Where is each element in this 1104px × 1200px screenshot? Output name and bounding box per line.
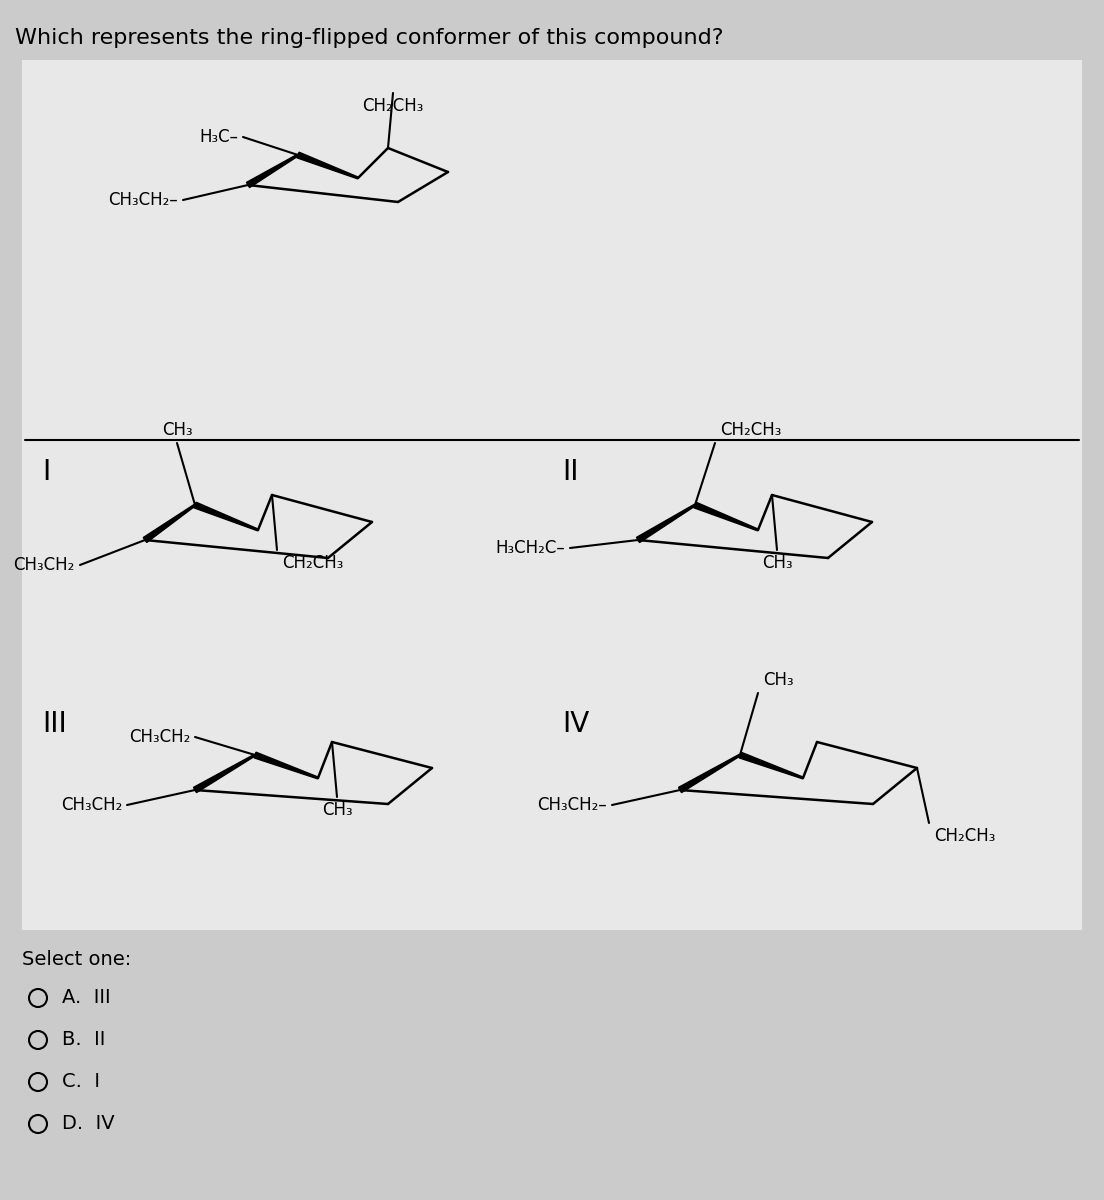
Polygon shape xyxy=(297,152,359,179)
Polygon shape xyxy=(636,504,696,542)
Polygon shape xyxy=(194,503,258,530)
Text: II: II xyxy=(562,458,578,486)
Text: CH₃CH₂: CH₃CH₂ xyxy=(13,556,75,574)
Polygon shape xyxy=(739,752,804,779)
Text: B.  II: B. II xyxy=(62,1030,105,1049)
Text: CH₂CH₃: CH₂CH₃ xyxy=(934,827,996,845)
Text: CH₂CH₃: CH₂CH₃ xyxy=(282,554,343,572)
Text: CH₃CH₂–: CH₃CH₂– xyxy=(108,191,178,209)
Text: CH₃CH₂: CH₃CH₂ xyxy=(129,728,190,746)
Circle shape xyxy=(29,1115,47,1133)
Text: A.  III: A. III xyxy=(62,988,110,1007)
Polygon shape xyxy=(144,504,195,542)
Text: Select one:: Select one: xyxy=(22,950,131,970)
Bar xyxy=(22,60,1082,930)
Text: H₃C–: H₃C– xyxy=(199,128,238,146)
Polygon shape xyxy=(246,155,298,187)
Text: CH₃: CH₃ xyxy=(321,802,352,818)
Polygon shape xyxy=(694,503,758,530)
Text: H₃CH₂C–: H₃CH₂C– xyxy=(496,539,565,557)
Circle shape xyxy=(29,989,47,1007)
Text: IV: IV xyxy=(562,710,590,738)
Text: III: III xyxy=(42,710,66,738)
Text: CH₃: CH₃ xyxy=(161,421,192,439)
Circle shape xyxy=(29,1073,47,1091)
Circle shape xyxy=(29,1031,47,1049)
Text: CH₂CH₃: CH₂CH₃ xyxy=(362,97,424,115)
Text: CH₃: CH₃ xyxy=(763,671,794,689)
Text: CH₂CH₃: CH₂CH₃ xyxy=(720,421,782,439)
Text: D.  IV: D. IV xyxy=(62,1114,115,1133)
Text: I: I xyxy=(42,458,51,486)
Text: C.  I: C. I xyxy=(62,1072,100,1091)
Text: CH₃: CH₃ xyxy=(762,554,793,572)
Text: Which represents the ring-flipped conformer of this compound?: Which represents the ring-flipped confor… xyxy=(15,28,723,48)
Polygon shape xyxy=(254,752,318,779)
Polygon shape xyxy=(679,755,741,792)
Text: CH₃CH₂: CH₃CH₂ xyxy=(61,796,123,814)
Text: CH₃CH₂–: CH₃CH₂– xyxy=(538,796,607,814)
Polygon shape xyxy=(193,755,255,792)
